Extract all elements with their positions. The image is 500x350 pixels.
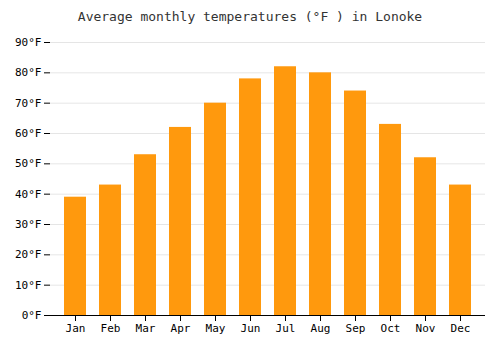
svg-text:20°F: 20°F xyxy=(15,248,42,261)
svg-text:10°F: 10°F xyxy=(15,279,42,292)
svg-text:60°F: 60°F xyxy=(15,127,42,140)
svg-text:40°F: 40°F xyxy=(15,188,42,201)
svg-text:Sep: Sep xyxy=(346,322,366,335)
svg-text:Apr: Apr xyxy=(171,322,191,335)
svg-text:May: May xyxy=(206,322,226,335)
svg-text:Oct: Oct xyxy=(381,322,401,335)
svg-text:Aug: Aug xyxy=(311,322,331,335)
svg-text:Jun: Jun xyxy=(241,322,261,335)
svg-text:0°F: 0°F xyxy=(22,309,42,322)
svg-text:50°F: 50°F xyxy=(15,157,42,170)
svg-text:80°F: 80°F xyxy=(15,66,42,79)
svg-text:70°F: 70°F xyxy=(15,97,42,110)
svg-text:Jul: Jul xyxy=(276,322,296,335)
svg-text:Nov: Nov xyxy=(416,322,436,335)
svg-text:90°F: 90°F xyxy=(15,36,42,49)
html-text:Average monthly temperatures (: Average monthly temperatures (°F ) in Lo… xyxy=(77,9,423,24)
svg-text:Feb: Feb xyxy=(101,322,121,335)
svg-text:Dec: Dec xyxy=(451,322,471,335)
svg-text:Mar: Mar xyxy=(136,322,156,335)
svg-text:30°F: 30°F xyxy=(15,218,42,231)
svg-text:Jan: Jan xyxy=(66,322,86,335)
